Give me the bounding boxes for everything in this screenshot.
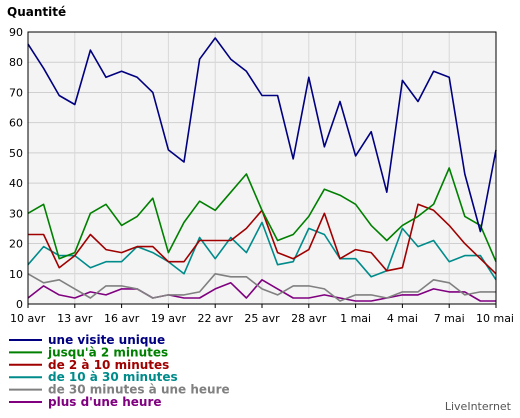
- y-tick-label: 50: [9, 147, 23, 160]
- grid-lines: [28, 32, 496, 304]
- x-tick-label: 16 avr: [104, 312, 140, 325]
- x-tick-label: 28 avr: [291, 312, 327, 325]
- x-tick-label: 25 avr: [244, 312, 280, 325]
- series-lines: [27, 37, 497, 302]
- x-tick-label: 22 avr: [198, 312, 234, 325]
- y-tick-label: 40: [9, 177, 23, 190]
- legend-label: jusqu'à 2 minutes: [47, 345, 168, 359]
- x-tick-label: 7 mai: [434, 312, 465, 325]
- x-axis-ticks: 10 avr 13 avr 16 avr 19 avr 22 avr 25 avr 28 a…: [10, 304, 514, 325]
- series-line-5: [27, 278, 496, 302]
- y-tick-label: 0: [16, 298, 23, 311]
- series-line-1: [27, 167, 497, 263]
- y-tick-label: 70: [9, 86, 23, 99]
- y-tick-label: 60: [9, 117, 23, 130]
- y-tick-label: 30: [9, 207, 23, 220]
- x-tick-label: 19 avr: [151, 312, 187, 325]
- x-tick-label: 13 avr: [57, 312, 93, 325]
- series-line-3: [27, 221, 497, 281]
- legend-label: plus d'une heure: [48, 395, 162, 409]
- legend-label: de 10 à 30 minutes: [48, 370, 178, 384]
- y-tick-label: 20: [9, 238, 23, 251]
- y-tick-label: 10: [9, 268, 23, 281]
- series-line-4: [27, 272, 496, 302]
- legend-label: de 2 à 10 minutes: [48, 358, 169, 372]
- y-axis-title: Quantité: [7, 5, 66, 19]
- x-tick-label: 10 mai: [476, 312, 514, 325]
- y-tick-label: 80: [9, 56, 23, 69]
- series-line-0: [27, 37, 497, 233]
- legend-label: de 30 minutes à une heure: [48, 383, 230, 397]
- x-tick-label: 1 mai: [340, 312, 371, 325]
- legend-label: une visite unique: [48, 333, 165, 347]
- brand-label: LiveInternet: [445, 400, 512, 413]
- plot-border: [27, 31, 497, 305]
- x-tick-label: 4 mai: [387, 312, 418, 325]
- y-axis-ticks: 0 10 20 30 40 50 60 70 80 90: [9, 26, 23, 311]
- y-tick-label: 90: [9, 26, 23, 39]
- x-tick-label: 10 avr: [10, 312, 46, 325]
